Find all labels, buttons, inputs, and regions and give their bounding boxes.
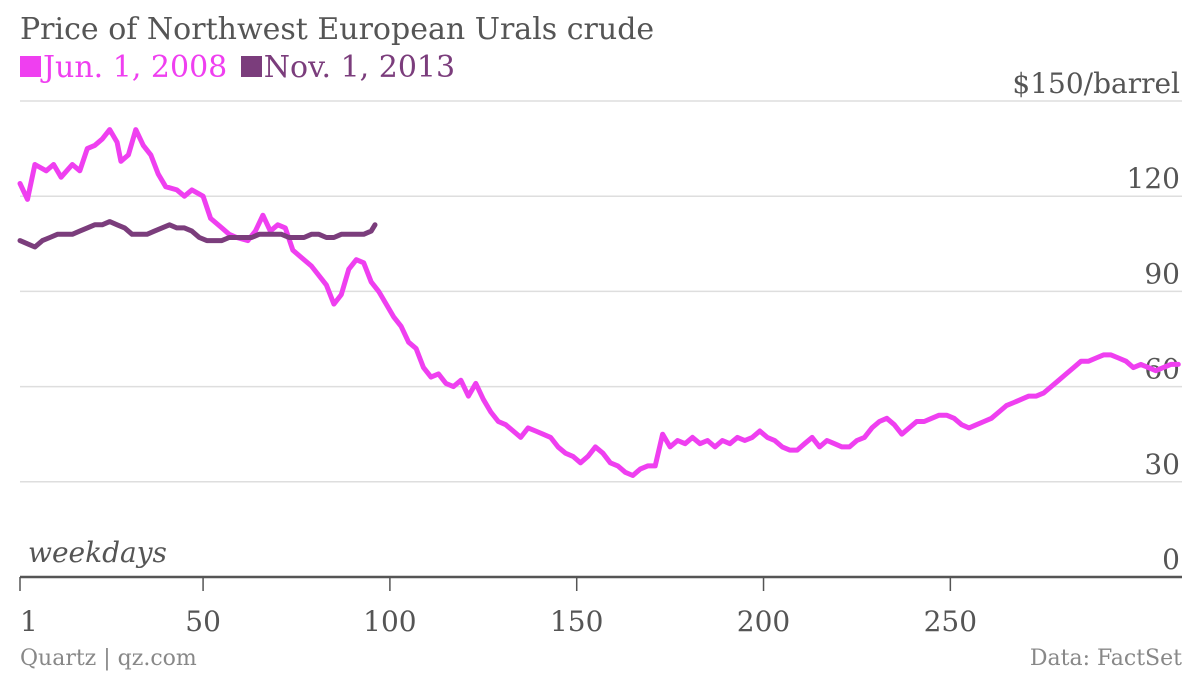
- grid-lines: [20, 100, 1182, 483]
- y-tick-label-0: 0: [1162, 543, 1180, 576]
- series-line-nov-1-2013: [17, 219, 378, 250]
- legend: Jun. 1, 2008 Nov. 1, 2013: [20, 50, 459, 86]
- x-tick-label-1: 1: [20, 605, 38, 638]
- x-tick-label-200: 200: [737, 605, 790, 638]
- footer-source: Quartz | qz.com: [20, 646, 197, 671]
- x-tick-label-100: 100: [363, 605, 416, 638]
- x-tick-label-50: 50: [185, 605, 221, 638]
- y-tick-label-30: 30: [1144, 448, 1180, 481]
- legend-label-jun-2008: Jun. 1, 2008: [43, 50, 228, 85]
- series-lines: [17, 127, 1181, 478]
- x-axis-label: weekdays: [28, 536, 167, 569]
- legend-swatch-jun-2008: [20, 56, 41, 77]
- y-tick-label-150-barrel: $150/barrel: [1012, 67, 1180, 100]
- y-tick-label-120: 120: [1127, 162, 1180, 195]
- chart-title: Price of Northwest European Urals crude: [20, 12, 655, 47]
- legend-label-nov-2013: Nov. 1, 2013: [263, 50, 456, 85]
- legend-item-jun-2008: Jun. 1, 2008: [20, 50, 227, 86]
- series-line-jun-1-2008: [17, 127, 1181, 478]
- legend-swatch-nov-2013: [240, 56, 262, 77]
- x-tick-label-150: 150: [550, 605, 603, 638]
- legend-item-nov-2013: Nov. 1, 2013: [240, 50, 456, 86]
- y-tick-label-90: 90: [1144, 257, 1180, 290]
- x-axis: 1 50 100 150 200 250: [19, 575, 1182, 638]
- footer-credit: Data: FactSet: [1029, 646, 1182, 671]
- x-tick-label-250: 250: [924, 605, 977, 638]
